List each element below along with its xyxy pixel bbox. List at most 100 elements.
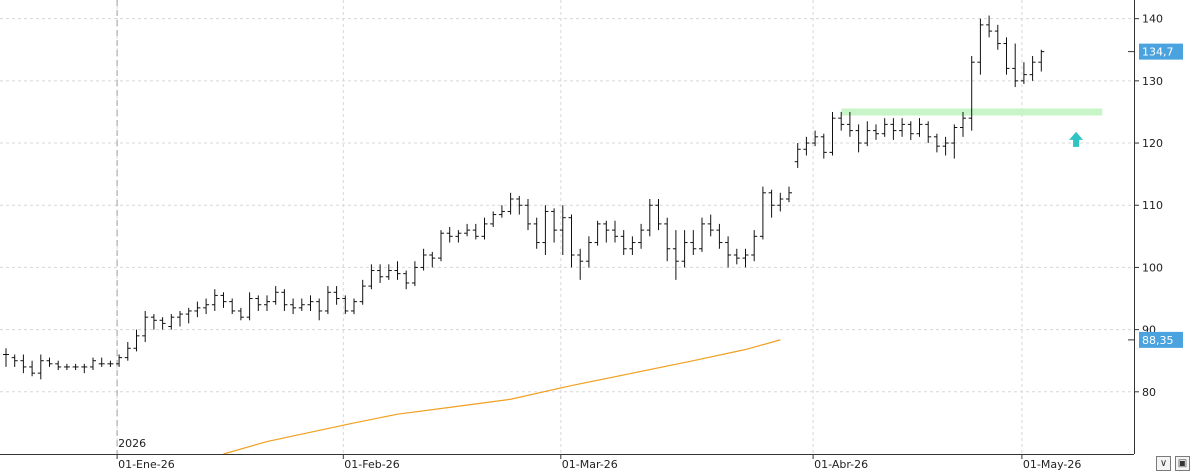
ohlc-bar [229,298,236,315]
ohlc-bar [551,208,558,243]
ohlc-bar [881,118,888,137]
ohlc-bar [585,236,592,268]
ohlc-bar [838,111,845,131]
ohlc-bar [725,236,732,268]
ohlc-bar [63,363,70,371]
ohlc-bar [81,363,88,374]
ohlc-bar [37,354,44,380]
ohlc-bar [498,205,505,218]
x-tick-label: 01-Abr-26 [814,458,868,471]
ohlc-bar [1020,62,1027,84]
ohlc-bar [55,360,62,371]
ohlc-bar [394,261,401,280]
ohlc-bar [603,220,610,243]
y-tick-label: 100 [1142,261,1163,274]
ohlc-bar [168,314,175,330]
ohlc-bar [90,357,96,371]
ohlc-bar [1012,43,1019,88]
ohlc-bar [194,301,201,318]
ohlc-bar [272,286,279,305]
x-tick-label: 01-Mar-26 [562,458,618,471]
ohlc-bar [994,24,1001,50]
ohlc-bar [185,307,192,324]
x-tick-label: 01-Feb-26 [344,458,399,471]
ohlc-bar [359,279,366,305]
ohlc-bar [46,357,53,367]
x-tick-label: 01-Ene-26 [118,458,175,471]
ohlc-bar [777,192,784,212]
ohlc-bar [751,230,758,262]
ohlc-bar [72,363,79,371]
ohlc-bar [707,214,714,237]
ohlc-bar [307,295,314,311]
ohlc-bar [1003,37,1010,75]
ohlc-bar [820,133,827,159]
y-tick-label: 120 [1142,137,1163,150]
ohlc-bar [464,223,471,237]
ohlc-bar [455,230,462,243]
y-tick-label: 130 [1142,75,1163,88]
ohlc-bar [3,348,9,367]
ohlc-bar [716,223,723,249]
ohlc-bar [759,186,766,240]
ohlc-bar [612,220,618,243]
ohlc-bar [681,230,688,268]
ohlc-bar [1038,49,1045,72]
save-icon[interactable]: ▣ [1175,456,1190,471]
ohlc-bar [899,118,906,137]
ohlc-bar [812,130,819,147]
ohlc-bar [342,295,349,315]
ohlc-bar [890,118,897,140]
ohlc-bar [150,314,157,330]
ohlc-bar [664,217,671,262]
y-tick-label: 140 [1142,13,1163,26]
ohlc-bar [916,118,923,137]
ohlc-bar [116,354,123,367]
ohlc-bar [829,111,836,156]
ohlc-bar [490,211,497,227]
ohlc-bar [629,236,636,255]
y-tick-label: 80 [1142,386,1156,399]
ohlc-bar [316,298,323,321]
ohlc-bar [568,214,575,268]
moving-average-tag-bg [1139,331,1183,348]
ohlc-bar [620,230,627,255]
ohlc-bar [264,295,270,311]
ohlc-bar [377,264,384,283]
zoom-chevron-icon[interactable]: ∨ [1156,456,1171,471]
ohlc-bar [124,342,131,361]
ohlc-bar [951,124,958,159]
ohlc-bar [472,223,479,240]
ohlc-bar [20,354,27,374]
ohlc-bar [29,360,36,377]
y-tick-label: 110 [1142,199,1163,212]
ohlc-bar [411,261,418,287]
ohlc-bar [768,189,775,218]
ohlc-bar [960,111,966,137]
ohlc-bar [733,248,740,265]
ohlc-bar [672,230,679,280]
ohlc-bar [98,357,105,367]
moving-average-line [223,339,781,455]
ohlc-bar [385,264,392,280]
x-tick-label: 01-May-26 [1023,458,1081,471]
ohlc-bar [846,111,853,137]
ohlc-bar [907,121,914,140]
ohlc-bar [794,143,801,168]
ohlc-bar [516,195,523,215]
ohlc-bar [429,251,436,268]
ohlc-bar [803,136,810,156]
ohlc-bar [977,18,984,75]
ohlc-bar [420,248,427,271]
ohlc-bar [933,133,940,153]
ohlc-bar [290,298,297,315]
ohlc-bar [942,136,949,156]
annotation-layer [1069,131,1084,147]
ohlc-bar [638,223,645,249]
ohlc-bar [986,15,993,38]
ohlc-bar [559,205,566,255]
ohlc-bar [159,317,166,330]
ohlc-bar [699,217,705,252]
